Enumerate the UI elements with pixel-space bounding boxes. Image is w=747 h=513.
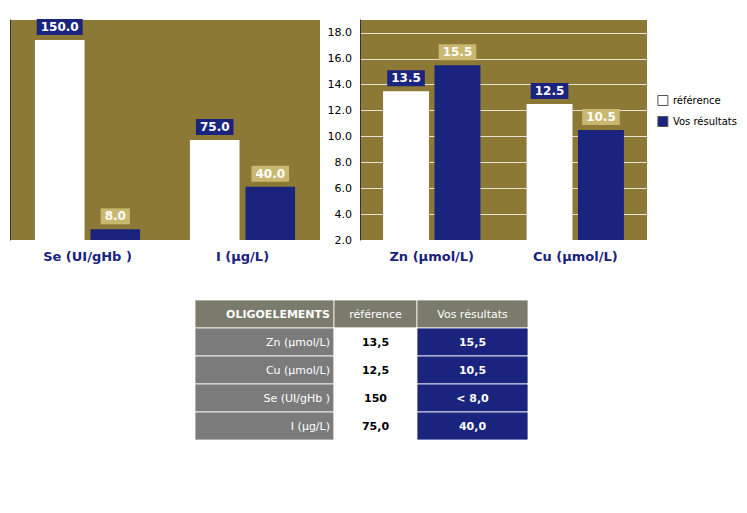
svg-text:référence: référence <box>673 95 721 106</box>
svg-text:Cu (μmol/L): Cu (μmol/L) <box>533 249 618 264</box>
svg-text:40,0: 40,0 <box>459 420 486 433</box>
svg-text:6.0: 6.0 <box>335 182 353 195</box>
svg-text:I (μg/L): I (μg/L) <box>291 420 330 433</box>
svg-text:I (μg/L): I (μg/L) <box>216 249 269 264</box>
svg-text:10.0: 10.0 <box>328 130 353 143</box>
svg-text:12.0: 12.0 <box>328 104 353 117</box>
svg-text:75.0: 75.0 <box>200 120 230 134</box>
svg-text:13,5: 13,5 <box>362 336 389 349</box>
svg-text:Zn (μmol/L): Zn (μmol/L) <box>266 336 330 349</box>
svg-text:OLIGOELEMENTS: OLIGOELEMENTS <box>226 308 330 321</box>
svg-text:18.0: 18.0 <box>328 26 353 39</box>
svg-text:40.0: 40.0 <box>255 167 285 181</box>
svg-text:8.0: 8.0 <box>105 209 126 223</box>
svg-text:Se (UI/gHb ): Se (UI/gHb ) <box>263 392 330 405</box>
svg-text:Cu (μmol/L): Cu (μmol/L) <box>266 364 330 377</box>
svg-text:12.5: 12.5 <box>535 84 565 98</box>
svg-text:Zn (μmol/L): Zn (μmol/L) <box>389 249 474 264</box>
svg-text:12,5: 12,5 <box>362 364 389 377</box>
svg-text:15.5: 15.5 <box>443 45 473 59</box>
svg-text:150.0: 150.0 <box>41 20 79 34</box>
svg-text:150: 150 <box>364 392 387 405</box>
svg-text:14.0: 14.0 <box>328 78 353 91</box>
svg-text:Se (UI/gHb ): Se (UI/gHb ) <box>43 249 132 264</box>
svg-text:16.0: 16.0 <box>328 52 353 65</box>
svg-text:10,5: 10,5 <box>459 364 486 377</box>
svg-text:référence: référence <box>349 308 402 321</box>
svg-text:15,5: 15,5 <box>459 336 486 349</box>
svg-text:< 8,0: < 8,0 <box>456 392 489 405</box>
svg-text:10.5: 10.5 <box>586 110 616 124</box>
svg-text:8.0: 8.0 <box>335 156 353 169</box>
svg-text:Vos résultats: Vos résultats <box>673 116 737 127</box>
svg-text:2.0: 2.0 <box>335 234 353 247</box>
svg-text:75,0: 75,0 <box>362 420 389 433</box>
svg-text:Vos résultats: Vos résultats <box>437 308 508 321</box>
svg-text:4.0: 4.0 <box>335 208 353 221</box>
svg-text:13.5: 13.5 <box>391 71 421 85</box>
